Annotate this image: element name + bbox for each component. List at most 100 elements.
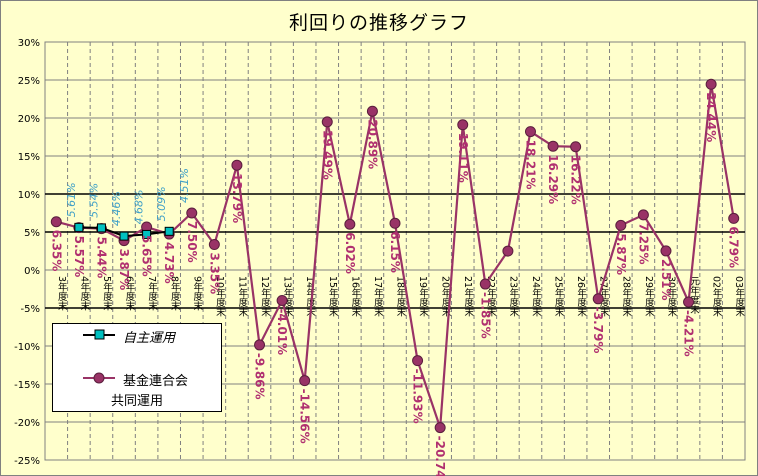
data-label-kikin: -20.74% (433, 436, 447, 476)
series-point-kikin (366, 105, 378, 117)
legend-label-1: 自主運用 (123, 331, 176, 346)
x-tick-label: 10年度末 (214, 276, 226, 317)
series-point-jishu (74, 222, 84, 232)
data-label-kikin: -14.56% (298, 389, 312, 444)
series-point-kikin (728, 212, 740, 224)
legend-swatch-marker-1 (94, 329, 105, 340)
y-tick-label: -25% (14, 456, 40, 467)
series-point-kikin (254, 339, 266, 351)
data-label-kikin: 16.29% (546, 154, 560, 204)
data-label-kikin: 24.44% (704, 92, 718, 142)
y-tick-label: 20% (18, 114, 40, 125)
x-tick-label: 28年度末 (620, 276, 632, 317)
data-label-kikin: -9.86% (253, 353, 267, 400)
x-tick-label: 3年度末 (56, 276, 68, 311)
legend: 自主運用 基金連合会 共同運用 (52, 323, 222, 412)
data-label-kikin: 5.65% (140, 235, 154, 277)
x-tick-label: 27年度末 (598, 276, 610, 317)
series-point-kikin (208, 239, 220, 251)
data-label-jishu: 5.61% (65, 182, 78, 217)
data-label-kikin: 7.50% (185, 221, 199, 263)
series-point-kikin (570, 141, 582, 153)
x-tick-label: 23年度末 (507, 276, 519, 317)
x-tick-label: 26年度末 (575, 276, 587, 317)
series-point-jishu (164, 226, 174, 236)
series-point-kikin (434, 422, 446, 434)
data-label-kikin: -3.79% (591, 307, 605, 354)
legend-label-2b: 共同運用 (111, 394, 164, 409)
series-point-kikin (592, 293, 604, 305)
data-label-jishu: 5.09% (155, 186, 168, 221)
series-point-kikin (660, 245, 672, 257)
y-tick-label: 25% (18, 76, 40, 87)
y-tick-label: 5% (24, 228, 40, 239)
legend-label-2a: 基金連合会 (123, 374, 189, 389)
x-tick-label: 17年度末 (372, 276, 384, 317)
y-tick-label: 15% (18, 152, 40, 163)
x-tick-label: 02年度末 (711, 276, 723, 317)
series-point-kikin (524, 126, 536, 138)
series-point-kikin (479, 278, 491, 290)
series-point-kikin (276, 294, 288, 306)
data-label-kikin: 2.51% (659, 259, 673, 301)
x-tick-label: 25年度末 (553, 276, 565, 317)
data-label-jishu: 4.51% (178, 168, 191, 203)
data-label-kikin: -1.85% (478, 292, 492, 339)
series-point-kikin (412, 355, 424, 367)
y-tick-label: 30% (18, 38, 40, 49)
x-tick-label: 元年度末 (688, 276, 700, 315)
x-tick-label: 30年度末 (665, 276, 677, 317)
series-point-kikin (637, 209, 649, 221)
series-point-kikin (705, 78, 717, 90)
x-tick-label: 5年度末 (101, 276, 113, 311)
data-label-kikin: 4.73% (162, 242, 176, 284)
x-tick-label: 16年度末 (349, 276, 361, 317)
series-point-kikin (231, 159, 243, 171)
y-tick-label: 0% (24, 266, 40, 277)
series-point-jishu (119, 231, 129, 241)
data-label-kikin: -11.93% (411, 369, 425, 424)
data-label-jishu: 4.46% (110, 191, 123, 226)
series-point-kikin (344, 218, 356, 230)
series-point-kikin (683, 296, 695, 308)
x-tick-label: 4年度末 (78, 276, 90, 311)
y-tick-label: -10% (14, 342, 40, 353)
x-tick-label: 7年度末 (146, 276, 158, 311)
series-point-kikin (457, 119, 469, 131)
data-label-kikin: 3.87% (117, 249, 131, 291)
data-label-kikin: 6.79% (727, 226, 741, 268)
series-point-kikin (389, 217, 401, 229)
data-label-kikin: 18.21% (523, 140, 537, 190)
data-label-kikin: 20.89% (365, 119, 379, 169)
series-point-kikin (50, 216, 62, 228)
y-tick-label: -5% (21, 304, 40, 315)
data-label-kikin: 3.35% (207, 253, 221, 295)
data-label-kikin: 19.49% (320, 130, 334, 180)
data-label-kikin: 6.35% (49, 230, 63, 272)
x-tick-label: 14年度末 (304, 276, 316, 317)
x-tick-label: 11年度末 (236, 276, 248, 317)
data-label-kikin: 19.11% (456, 133, 470, 183)
data-label-kikin: -4.21% (682, 310, 696, 357)
chart-title: 利回りの推移グラフ (288, 12, 469, 34)
series-point-jishu (96, 223, 106, 233)
data-label-kikin: 6.02% (343, 232, 357, 274)
data-label-kikin: 6.15% (388, 231, 402, 273)
x-tick-label: 13年度末 (282, 276, 294, 317)
x-tick-label: 9年度末 (191, 276, 203, 311)
x-tick-label: 6年度末 (124, 276, 136, 311)
series-point-kikin (186, 207, 198, 219)
legend-swatch-marker-2 (93, 372, 105, 384)
series-point-kikin (547, 140, 559, 152)
x-tick-label: 22年度末 (485, 276, 497, 317)
data-label-kikin: 5.44% (94, 237, 108, 279)
x-tick-label: 12年度末 (259, 276, 271, 317)
series-point-jishu (142, 229, 152, 239)
data-label-jishu: 5.54% (87, 183, 100, 218)
y-tick-label: 10% (18, 190, 40, 201)
x-tick-label: 15年度末 (327, 276, 339, 317)
data-label-kikin: 13.79% (230, 173, 244, 223)
series-point-kikin (615, 219, 627, 231)
x-tick-label: 18年度末 (395, 276, 407, 317)
series-point-kikin (299, 375, 311, 387)
